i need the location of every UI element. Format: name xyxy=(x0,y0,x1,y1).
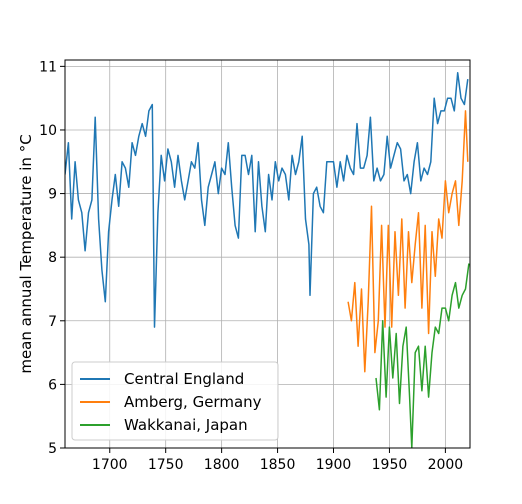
legend-label-2: Wakkanai, Japan xyxy=(124,416,248,434)
x-axis: 1700 1750 1800 1850 1900 1950 2000 xyxy=(92,448,463,473)
x-tick-label: 1900 xyxy=(316,457,352,473)
series-line-1 xyxy=(347,110,469,373)
y-tick-label: 10 xyxy=(39,123,57,139)
x-tick-label: 2000 xyxy=(428,457,464,473)
y-tick-label: 5 xyxy=(48,441,57,457)
y-tick-label: 9 xyxy=(48,187,57,203)
x-tick-label: 1800 xyxy=(204,457,240,473)
legend-label-0: Central England xyxy=(124,370,244,388)
legend-label-1: Amberg, Germany xyxy=(124,393,262,411)
series-line-2 xyxy=(375,263,470,448)
y-tick-label: 8 xyxy=(48,250,57,266)
plot-area-frame xyxy=(64,59,471,449)
legend-box xyxy=(71,361,279,441)
y-axis-label: mean annual Temperature in °C xyxy=(17,134,35,373)
x-tick-label: 1700 xyxy=(92,457,128,473)
y-tick-label: 7 xyxy=(48,314,57,330)
series-layer xyxy=(65,71,470,448)
legend: Central England Amberg, Germany Wakkanai, … xyxy=(71,361,279,441)
x-tick-label: 1750 xyxy=(148,457,184,473)
x-tick-label: 1950 xyxy=(372,457,408,473)
y-tick-label: 11 xyxy=(39,59,57,75)
series-line-0 xyxy=(65,71,469,328)
y-axis: 5 6 7 8 9 10 11 xyxy=(39,59,65,457)
x-tick-label: 1850 xyxy=(260,457,296,473)
y-tick-label: 6 xyxy=(48,377,57,393)
